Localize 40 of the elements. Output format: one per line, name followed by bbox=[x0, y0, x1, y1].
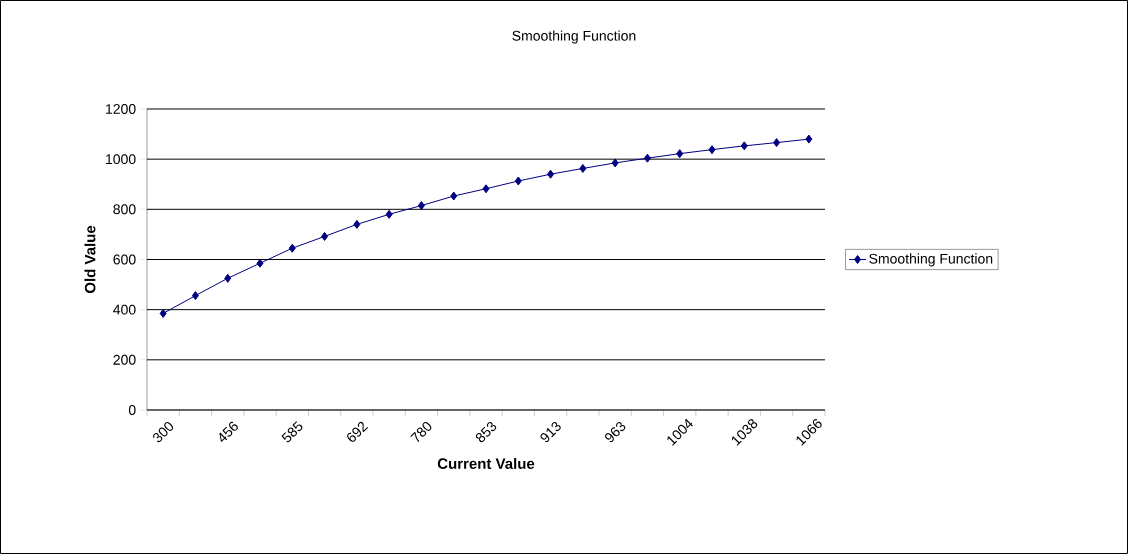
point bbox=[385, 209, 393, 219]
x-tick-label: 913 bbox=[540, 421, 561, 443]
point bbox=[676, 149, 684, 159]
y-tick-label: 600 bbox=[113, 254, 136, 265]
x-tick-label: 300 bbox=[153, 422, 174, 443]
point bbox=[547, 169, 555, 179]
point bbox=[256, 258, 264, 268]
point bbox=[740, 141, 748, 151]
y-tick-label: 800 bbox=[113, 204, 136, 215]
point bbox=[773, 138, 781, 148]
x-tick-label: 585 bbox=[281, 421, 303, 443]
x-axis-title: Current Value bbox=[437, 457, 535, 469]
point bbox=[579, 163, 587, 173]
legend-label: Smoothing Function bbox=[869, 253, 993, 267]
x-tick-label: 456 bbox=[219, 421, 238, 442]
point bbox=[159, 308, 167, 318]
point bbox=[224, 273, 232, 283]
point bbox=[450, 191, 458, 201]
x-tick-label: 692 bbox=[347, 421, 369, 442]
y-tick-label: 1200 bbox=[106, 104, 136, 114]
point bbox=[321, 231, 329, 241]
y-tick-label: 0 bbox=[128, 405, 136, 415]
y-tick-label: 400 bbox=[113, 304, 136, 315]
point bbox=[288, 243, 296, 253]
point bbox=[482, 184, 490, 194]
chart-title: Smoothing Function bbox=[512, 30, 636, 44]
point bbox=[805, 134, 813, 144]
point bbox=[643, 153, 651, 163]
point bbox=[514, 176, 522, 186]
point bbox=[611, 158, 619, 168]
x-tick-label: 963 bbox=[605, 421, 626, 443]
point bbox=[191, 291, 199, 301]
y-tick-label: 200 bbox=[113, 354, 136, 365]
y-tick-label: 1000 bbox=[106, 154, 136, 165]
point bbox=[417, 201, 425, 211]
y-axis-title: Old Value bbox=[84, 225, 96, 294]
point bbox=[353, 219, 361, 229]
x-tick-label: 853 bbox=[475, 421, 497, 443]
x-tick-label: 780 bbox=[410, 422, 432, 442]
point bbox=[708, 145, 716, 155]
